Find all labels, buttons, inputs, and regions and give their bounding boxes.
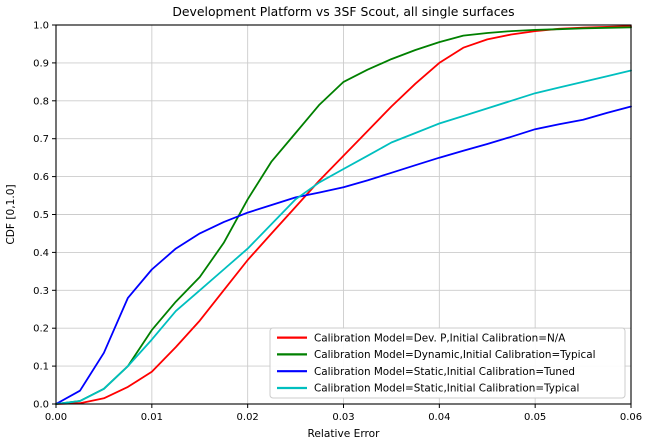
legend-box xyxy=(269,327,626,399)
y-tick-label: 0.7 xyxy=(33,134,49,145)
legend-label: Calibration Model=Dev. P,Initial Calibra… xyxy=(314,332,566,344)
y-tick-label: 0.2 xyxy=(33,324,49,335)
legend-entry-2: Calibration Model=Static,Initial Calibra… xyxy=(277,366,575,378)
x-tick-label: 0.00 xyxy=(45,412,67,423)
legend-entry-3: Calibration Model=Static,Initial Calibra… xyxy=(277,383,579,395)
legend-entry-1: Calibration Model=Dynamic,Initial Calibr… xyxy=(277,349,596,361)
curve-series-2 xyxy=(55,105,632,405)
tick-labels: 0.00 0.01 0.02 0.03 0.04 0.05 0.06 0.0 0.1 0.2 0.3… xyxy=(33,21,642,424)
curve-series-1 xyxy=(55,26,632,405)
x-tick-label: 0.05 xyxy=(524,412,546,423)
curve-series-3 xyxy=(55,69,632,405)
x-axis-label: Relative Error xyxy=(308,428,381,440)
y-tick-label: 0.8 xyxy=(33,96,49,107)
legend-label: Calibration Model=Static,Initial Calibra… xyxy=(314,383,579,395)
y-tick-label: 0.0 xyxy=(33,400,49,411)
curve-series-0 xyxy=(55,25,632,405)
axis-ticks xyxy=(52,24,632,408)
y-axis-label: CDF [0,1.0] xyxy=(5,184,17,244)
y-tick-label: 0.9 xyxy=(33,58,49,69)
legend-label: Calibration Model=Dynamic,Initial Calibr… xyxy=(314,349,596,361)
legend-label: Calibration Model=Static,Initial Calibra… xyxy=(314,366,575,378)
x-tick-label: 0.02 xyxy=(237,412,259,423)
x-tick-label: 0.04 xyxy=(428,412,450,423)
x-tick-label: 0.01 xyxy=(141,412,163,423)
legend: Calibration Model=Dev. P,Initial Calibra… xyxy=(269,327,626,399)
y-tick-label: 0.5 xyxy=(33,210,49,221)
series-curves xyxy=(55,25,632,405)
y-tick-label: 0.6 xyxy=(33,172,49,183)
y-tick-label: 0.1 xyxy=(33,362,49,373)
chart-title: Development Platform vs 3SF Scout, all s… xyxy=(172,4,514,19)
y-tick-label: 1.0 xyxy=(33,21,49,32)
x-tick-label: 0.03 xyxy=(332,412,354,423)
x-tick-label: 0.06 xyxy=(620,412,642,423)
y-tick-label: 0.3 xyxy=(33,286,49,297)
legend-entry-0: Calibration Model=Dev. P,Initial Calibra… xyxy=(277,332,566,344)
y-tick-label: 0.4 xyxy=(33,248,49,259)
